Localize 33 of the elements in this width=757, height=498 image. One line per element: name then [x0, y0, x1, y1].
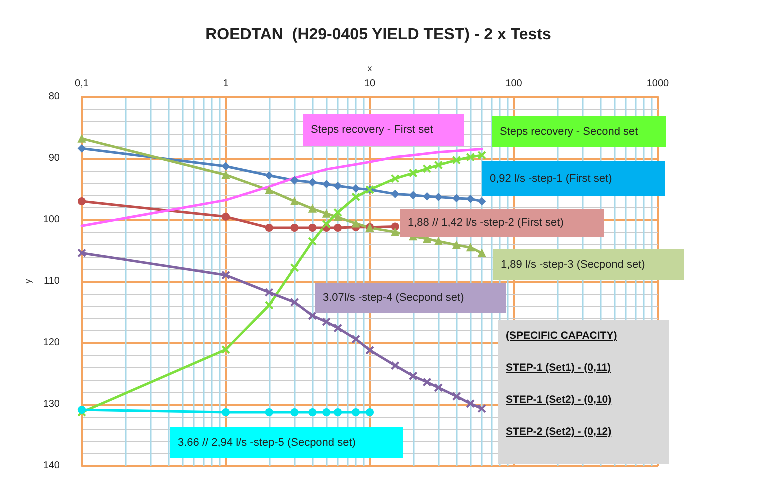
y-tick-label: 80 — [48, 92, 60, 102]
annotation: STEP-1 (Set1) - (0,11) — [506, 361, 612, 376]
label-box: 0,92 l/s -step-1 (First set) — [482, 161, 665, 196]
annotation: STEP-2 (Set2) - (0,12) — [506, 425, 613, 440]
chart-title: ROEDTAN (H29-0405 YIELD TEST) - 2 x Tests — [206, 26, 552, 44]
x-axis-title: x — [368, 64, 373, 74]
y-tick-label: 110 — [44, 276, 60, 287]
series-label: 1,89 l/s -step-3 (Secpond set) — [501, 258, 646, 270]
y-tick-label: 120 — [43, 338, 60, 348]
series-label: Steps recovery - First set — [311, 124, 434, 136]
label-box: 3.66 // 2,94 l/s -step-5 (Secpond set) — [170, 427, 403, 458]
x-tick-label: 100 — [506, 78, 523, 90]
series-label: Steps recovery - Second set — [500, 126, 638, 138]
y-tick-label: 140 — [43, 460, 60, 472]
annotation: (SPECIFIC CAPACITY) — [506, 329, 618, 344]
series-label: 3.07l/s -step-4 (Secpond set) — [323, 292, 464, 304]
x-tick-label: 1 — [223, 78, 230, 90]
series-label: 1,88 // 1,42 l/s -step-2 (First set) — [408, 217, 564, 229]
label-box: Steps recovery - First set — [303, 114, 464, 146]
annotation: STEP-1 (Set2) - (0,10) — [506, 393, 613, 408]
series-label: 3.66 // 2,94 l/s -step-5 (Secpond set) — [178, 436, 356, 448]
y-tick-label: 90 — [48, 153, 60, 164]
label-box: 1,89 l/s -step-3 (Secpond set) — [493, 249, 684, 280]
y-axis-title: y — [22, 278, 33, 284]
x-tick-label: 0,1 — [75, 78, 90, 90]
series-label: 0,92 l/s -step-1 (First set) — [490, 172, 612, 184]
y-tick-label: 100 — [43, 214, 60, 226]
y-tick-label: 130 — [43, 399, 60, 410]
x-tick-label: 1000 — [646, 78, 670, 90]
label-box: 1,88 // 1,42 l/s -step-2 (First set) — [400, 209, 604, 237]
x-tick-label: 10 — [364, 78, 376, 90]
label-box: 3.07l/s -step-4 (Secpond set) — [315, 283, 506, 313]
label-box: Steps recovery - Second set — [492, 116, 666, 147]
